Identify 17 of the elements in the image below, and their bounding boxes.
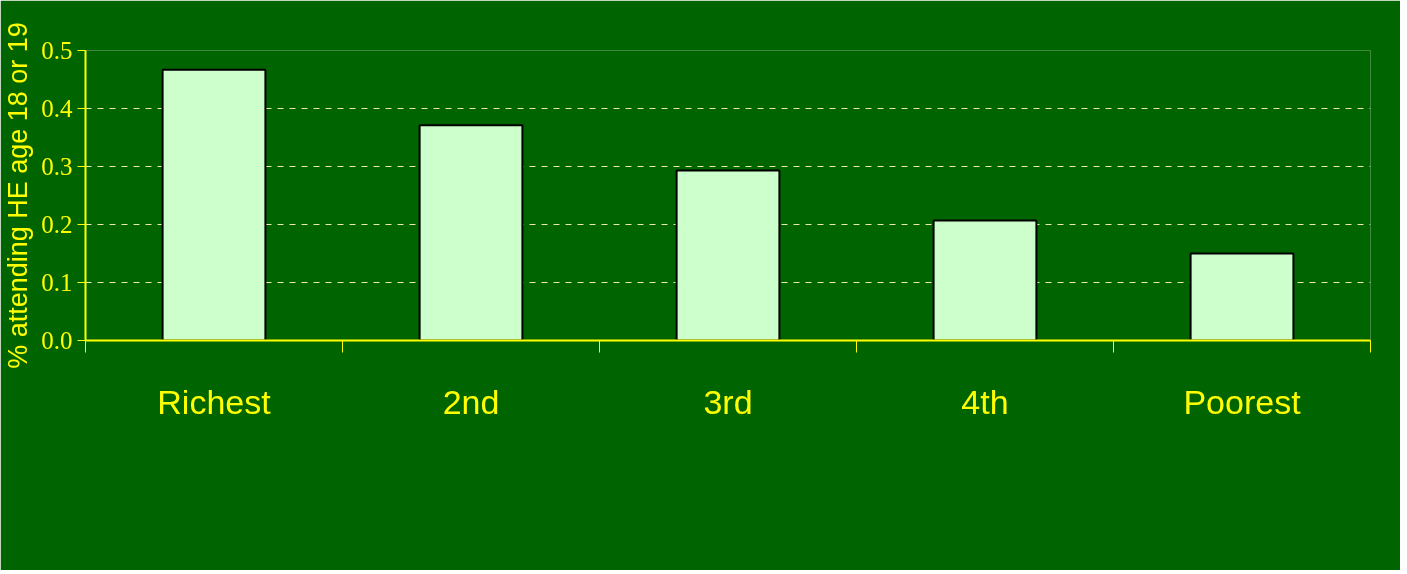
x-tick-label: Richest: [157, 382, 272, 421]
x-tick-label: 3rd: [703, 382, 753, 421]
y-tick-label: 0.5: [41, 37, 73, 64]
bar: [161, 68, 267, 341]
y-tick-label: 0.0: [41, 327, 73, 354]
y-tick-label: 0.1: [41, 269, 73, 296]
x-tick-label: 4th: [961, 382, 1009, 421]
x-tick-label: Poorest: [1183, 382, 1302, 421]
bar: [1189, 252, 1295, 341]
y-tick-label: 0.4: [41, 95, 73, 122]
bar: [932, 219, 1038, 341]
y-tick-label: 0.2: [41, 211, 73, 238]
bar: [418, 124, 524, 341]
y-tick-label: 0.3: [41, 153, 73, 180]
x-tick-label: 2nd: [442, 382, 500, 421]
bar: [675, 169, 781, 341]
y-axis-title: % attending HE age 18 or 19: [3, 22, 34, 369]
